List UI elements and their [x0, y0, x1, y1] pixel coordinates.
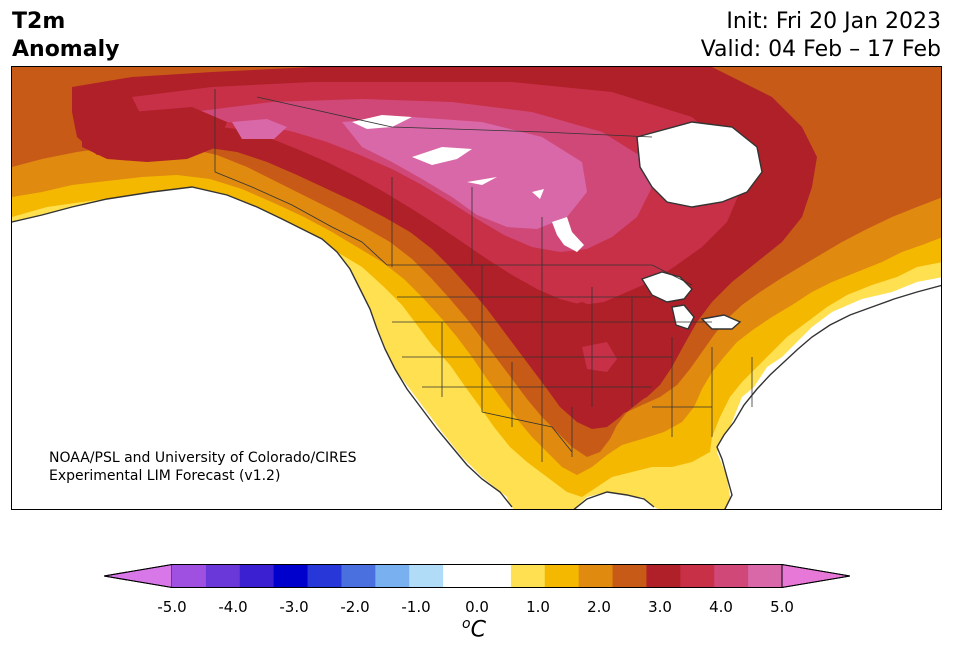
unit-letter: C — [470, 617, 486, 643]
colorbar-bin — [612, 564, 647, 588]
title-type: Anomaly — [12, 37, 120, 62]
colorbar-tick-label: -1.0 — [401, 598, 431, 616]
colorbar-tick-label: -4.0 — [218, 598, 248, 616]
colorbar-tick-label: 4.0 — [709, 598, 733, 616]
hudson-bay — [637, 122, 762, 207]
land-zone-45 — [342, 117, 587, 229]
forecast-dates: Init: Fri 20 Jan 2023 Valid: 04 Feb – 17… — [701, 8, 941, 64]
colorbar-bin — [578, 564, 614, 588]
colorbar-bin — [375, 564, 410, 588]
colorbar-bin — [646, 564, 681, 588]
colorbar-bin — [748, 564, 783, 588]
colorbar-bin — [205, 564, 241, 588]
colorbar-bin — [443, 564, 478, 588]
great-lakes — [642, 272, 740, 329]
coastline-east — [716, 284, 941, 509]
colorbar-tick-label: -3.0 — [279, 598, 309, 616]
arctic-lakes — [352, 115, 584, 252]
colorbar-ticks: -5.0 -4.0 -3.0 -2.0 -1.0 0.0 1.0 2.0 3.0 4.0 5.0 — [0, 598, 953, 618]
colorbar-bin — [172, 564, 207, 588]
colorbar-bin — [307, 564, 342, 588]
colorbar-tick-label: 0.0 — [465, 598, 489, 616]
unit-degree: o — [462, 616, 471, 632]
colorbar-under-extend — [104, 564, 173, 588]
colorbar-bin — [544, 564, 580, 588]
title-variable: T2m — [12, 9, 66, 34]
colorbar-outline — [104, 564, 850, 588]
colorbar — [104, 564, 850, 588]
gulf-and-atlantic — [574, 285, 941, 509]
colorbar-bin — [239, 564, 275, 588]
init-date: Init: Fri 20 Jan 2023 — [726, 9, 941, 34]
coastline-gulf — [573, 491, 655, 509]
land-zone-3-alaska — [82, 107, 227, 162]
colorbar-tick-label: 5.0 — [770, 598, 794, 616]
coastline-hudson — [636, 121, 763, 208]
colorbar-tick-label: 1.0 — [526, 598, 550, 616]
colorbar-bin — [273, 564, 309, 588]
colorbar-unit: oC — [462, 616, 486, 642]
pacific-ocean — [12, 187, 513, 509]
colorbar-bin — [714, 564, 749, 588]
data-credit: NOAA/PSL and University of Colorado/CIRE… — [49, 449, 357, 485]
map-title: T2m Anomaly — [12, 8, 119, 64]
credit-line-1: NOAA/PSL and University of Colorado/CIRE… — [49, 450, 357, 466]
colorbar-tick-label: 3.0 — [648, 598, 672, 616]
map-canvas — [12, 67, 941, 509]
colorbar-tick-label: -5.0 — [157, 598, 187, 616]
valid-period: Valid: 04 Feb – 17 Feb — [700, 37, 941, 62]
land-zone-45b — [232, 119, 287, 139]
colorbar-bin — [510, 564, 546, 588]
anomaly-map — [11, 66, 942, 510]
colorbar-over-extend — [781, 564, 850, 588]
colorbar-tick-label: -2.0 — [340, 598, 370, 616]
colorbar-bin — [477, 564, 512, 588]
colorbar-bin — [680, 564, 715, 588]
colorbar-bin — [341, 564, 376, 588]
coastline-west — [12, 186, 513, 508]
credit-line-2: Experimental LIM Forecast (v1.2) — [49, 468, 281, 484]
colorbar-tick-label: 2.0 — [587, 598, 611, 616]
colorbar-bin — [409, 564, 444, 588]
political-borders — [214, 89, 753, 462]
